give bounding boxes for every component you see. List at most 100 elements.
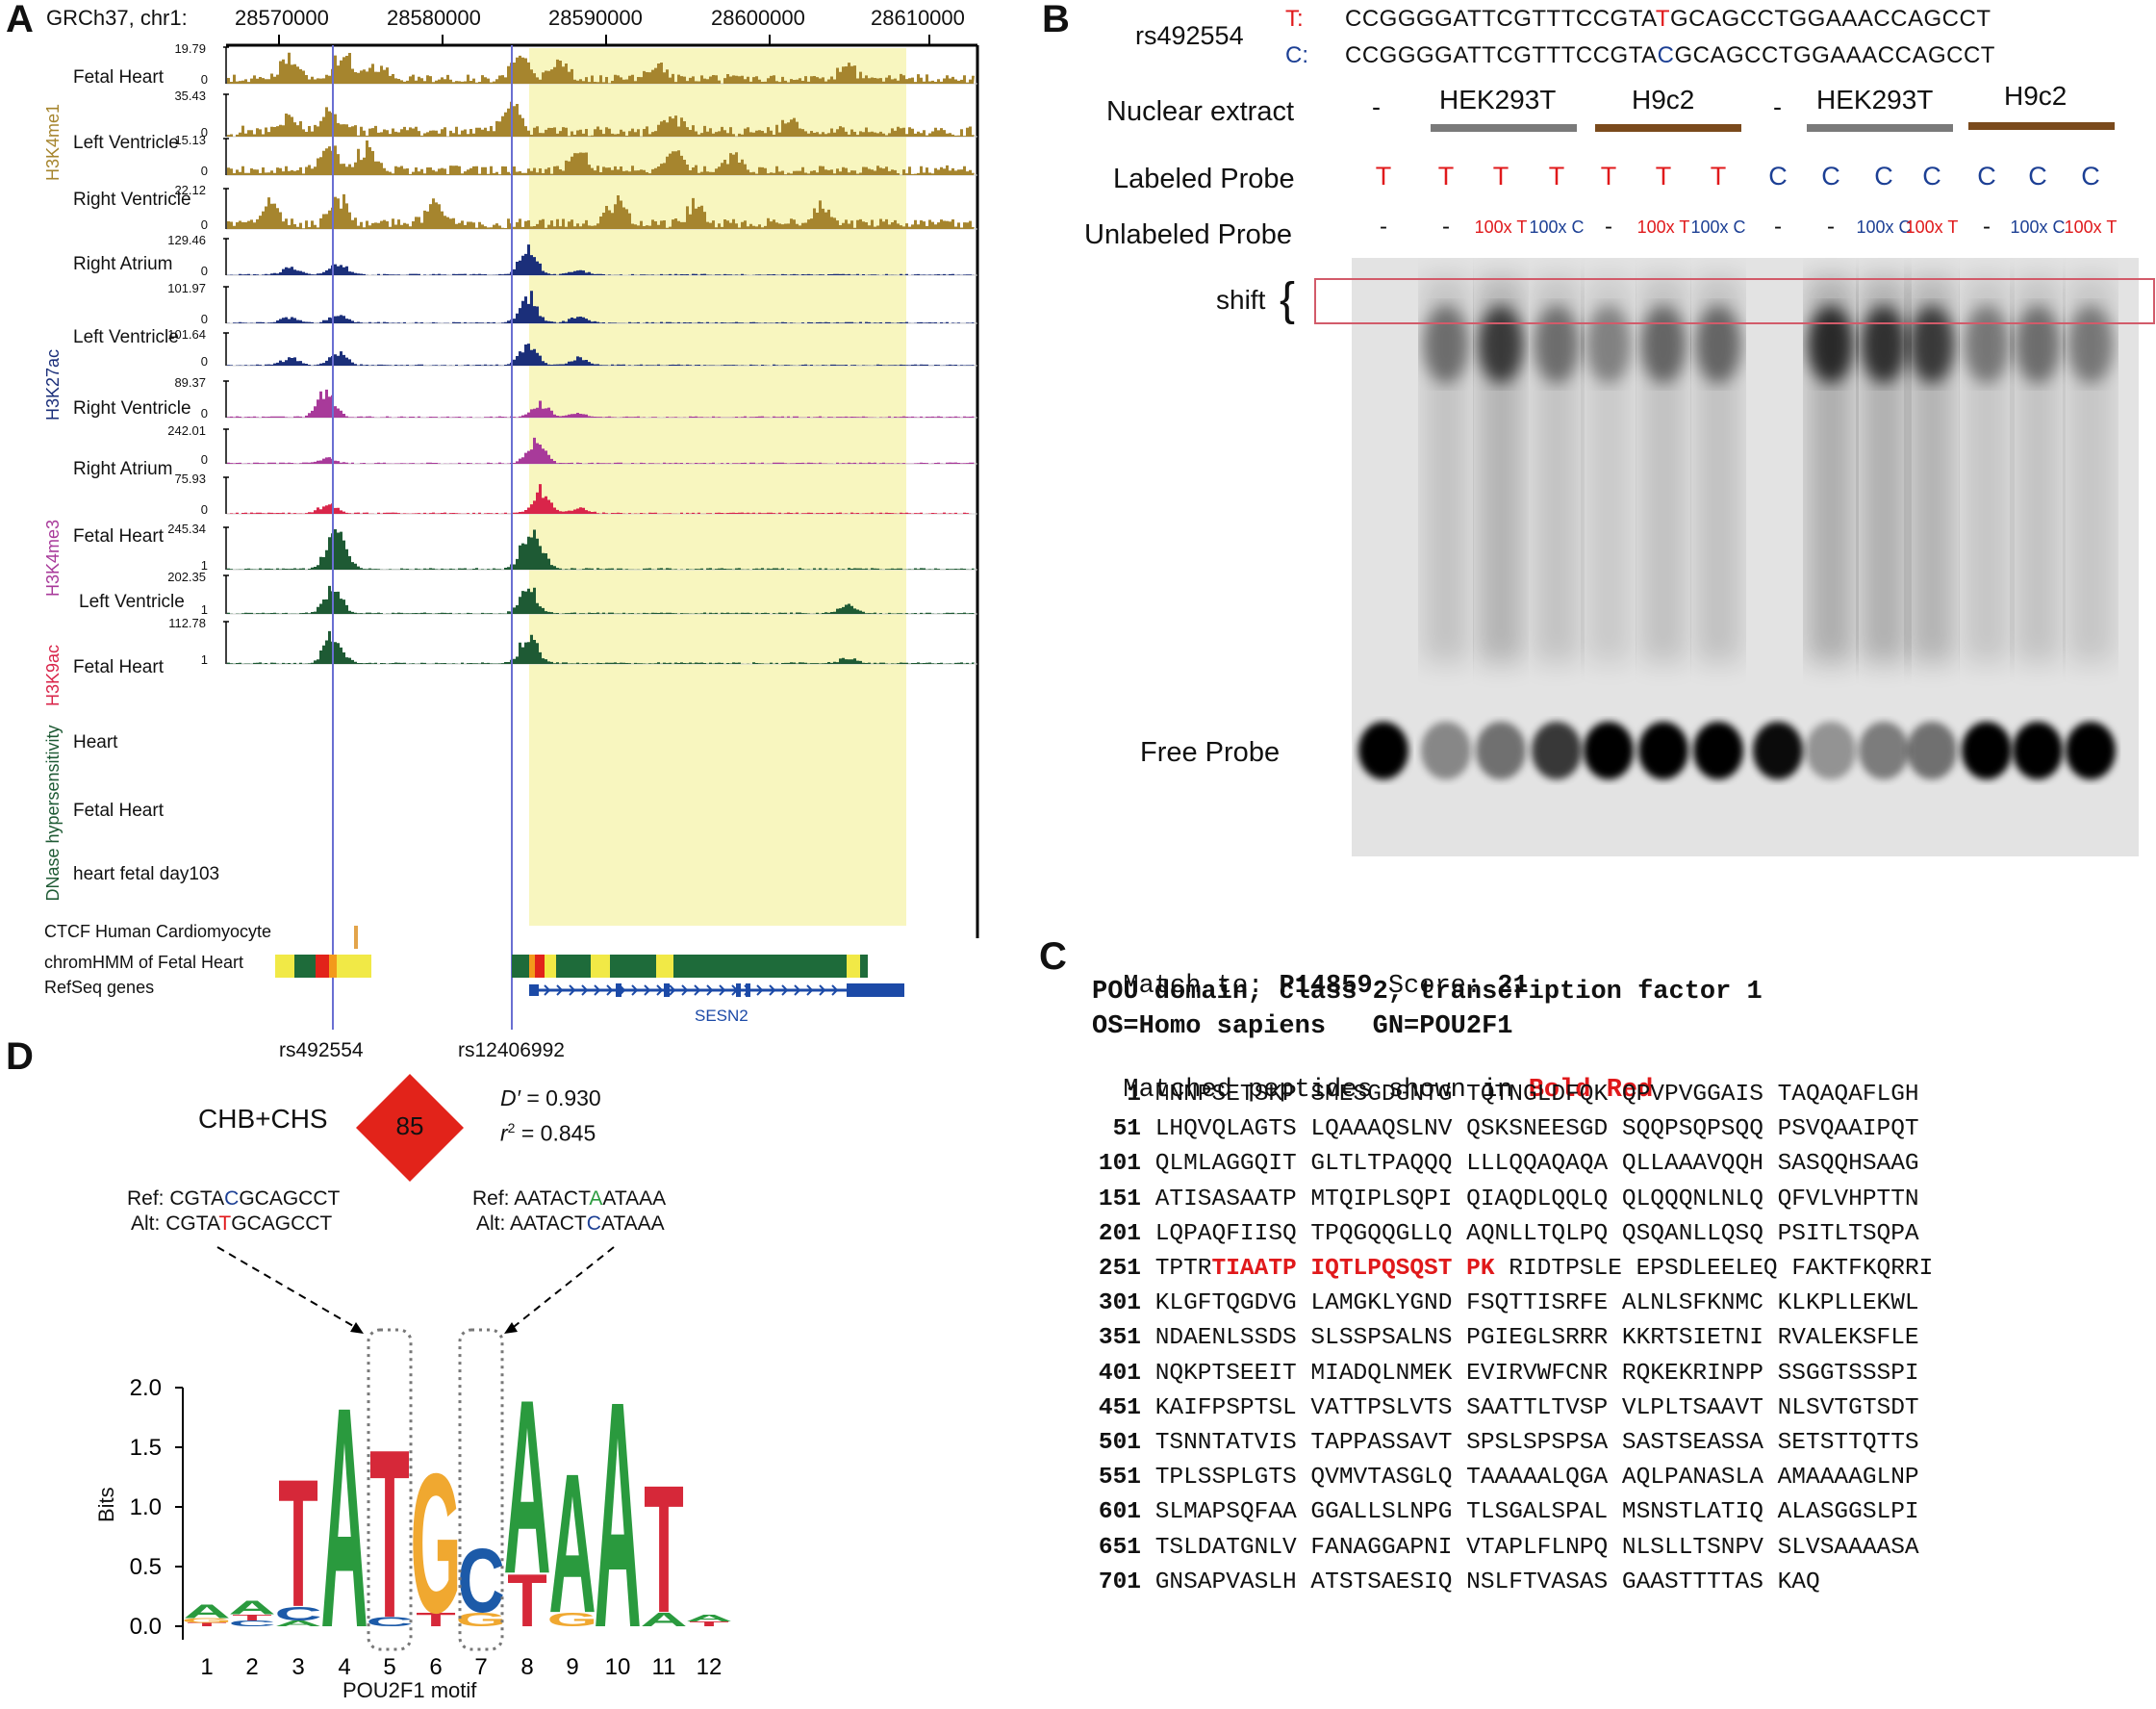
x-tick: 6	[429, 1654, 442, 1680]
track-min: 0	[200, 406, 208, 421]
y-axis-label: Bits	[94, 1487, 118, 1522]
shift-label: shift	[1216, 285, 1266, 315]
unlabeled-probe-3: 100x T	[1474, 217, 1528, 237]
row-label-labeled: Labeled Probe	[1113, 164, 1295, 194]
labeled-probe-10: C	[1874, 162, 1893, 191]
unlabeled-probe-2: -	[1442, 214, 1450, 240]
highlight-pos5	[367, 1328, 413, 1651]
shift-box	[1314, 278, 2155, 324]
sequence-text: GNSAPVASLH ATSTSAESIQ NSLFTVASAS GAASTTT…	[1154, 1569, 1820, 1595]
track-name: Right Atrium	[73, 254, 173, 274]
track-max: 19.79	[174, 41, 206, 56]
logo-letter-A: A	[274, 1619, 321, 1628]
right-ref: Ref: AATACTAATAAA	[472, 1187, 667, 1210]
residue-number: 551	[1098, 1465, 1141, 1492]
track-name: Fetal Heart	[73, 67, 164, 88]
track-13	[223, 621, 977, 665]
residue-number: 201	[1098, 1220, 1141, 1247]
track-name: Fetal Heart	[73, 801, 164, 821]
logo-letter-C: C	[457, 1530, 504, 1632]
unlabeled-probe-13: 100x C	[2010, 217, 2066, 237]
labeled-probe-13: C	[2028, 162, 2047, 191]
track-name: Heart	[73, 732, 118, 752]
ld-value: 85	[395, 1111, 424, 1140]
logo-letter-A: A	[594, 1336, 641, 1696]
logo-letter-T: T	[416, 1608, 456, 1630]
labeled-probe-7: T	[1710, 162, 1727, 191]
track-name: Right Ventricle	[73, 190, 191, 210]
extract-h9c2-2: H9c2	[2004, 81, 2067, 111]
sequence-row: 251 TPTRTIAATP IQTLPQSQST PK RIDTPSLE EP…	[1085, 1256, 1933, 1282]
track-min: 1	[200, 558, 208, 573]
gel-lane-7	[1693, 277, 1743, 779]
gel-lane-3	[1476, 277, 1526, 779]
logo-letter-G: G	[456, 1608, 507, 1630]
population-label: CHB+CHS	[198, 1104, 328, 1134]
x-tick: 7	[474, 1654, 487, 1680]
sequence-hl: TIAATP IQTLPQSQST PK	[1211, 1256, 1495, 1282]
allele-c-label: C:	[1285, 42, 1308, 68]
y-tick: 2.0	[130, 1375, 162, 1401]
logo-letter-T: T	[187, 1621, 227, 1627]
highlight-region	[529, 48, 906, 926]
track-1	[223, 46, 977, 85]
y-tick: 1.0	[130, 1494, 162, 1520]
sequence-row: 151 ATISASAATP MTQIPLSQPI QIAQDLQQLQ QLQ…	[1085, 1186, 1919, 1212]
sequence-text: TPLSSPLGTS QVMVTASGLQ TAAAAALQGA AQLPANA…	[1154, 1465, 1919, 1492]
track-name: Fetal Heart	[73, 657, 164, 677]
track-min: 0	[200, 125, 208, 140]
track-max: 101.97	[167, 281, 206, 295]
free-probe-label: Free Probe	[1140, 737, 1281, 768]
sequence-row: 451 KAIFPSPTSL VATTPSLVTS SAATTLTVSP VLP…	[1085, 1395, 1919, 1421]
residue-number: 401	[1098, 1360, 1141, 1387]
extract-bar-hek2	[1807, 124, 1953, 132]
sequence-row: 701 GNSAPVASLH ATSTSAESIQ NSLFTVASAS GAA…	[1085, 1569, 1820, 1595]
gel-lane-11	[1907, 277, 1957, 779]
labeled-probe-4: T	[1548, 162, 1565, 191]
allele-t-label: T:	[1285, 6, 1304, 32]
track-12	[223, 574, 977, 615]
gel-lane-6	[1638, 277, 1688, 779]
track-min: 0	[200, 502, 208, 517]
track-max: 101.64	[167, 327, 206, 342]
track-2	[223, 93, 977, 138]
logo-letter-A: A	[685, 1613, 732, 1623]
track-max: 112.78	[168, 616, 206, 630]
track-min: 0	[200, 264, 208, 278]
track-max: 129.46	[167, 233, 206, 247]
gene-label: SESN2	[695, 1007, 748, 1025]
shift-brace: {	[1280, 274, 1296, 325]
matched-note: Matched peptides shown in Bold Red	[1123, 1076, 1654, 1105]
sequence-row: 651 TSLDATGNLV FANAGGAPNI VTAPLFLNPQ NLS…	[1085, 1535, 1919, 1561]
ctcf-peak	[354, 926, 358, 949]
x-tick: 10	[605, 1654, 631, 1680]
track-name: Left Ventricle	[73, 133, 179, 153]
track-5	[223, 238, 977, 276]
labeled-probe-1: T	[1375, 162, 1392, 191]
sequence-text: MNNPSETSKP SMESGDGNTG TQTNGLDFQK QPVPVGG…	[1154, 1082, 1919, 1108]
residue-number: 601	[1098, 1499, 1141, 1526]
sequence-row: 401 NQKPTSEEIT MIADQLNMEK EVIRVWFCNR RQK…	[1085, 1361, 1919, 1387]
group-label-h3k9ac: H3K9ac	[43, 644, 63, 707]
residue-number: 101	[1098, 1151, 1141, 1178]
panel-label-d: D	[6, 1035, 34, 1078]
unlabeled-probe-10: 100x C	[1856, 217, 1912, 237]
ruler-tick-1: 28570000	[235, 6, 329, 30]
sequence-post: RIDTPSLE EPSDLEELEQ FAKTFKQRRI	[1509, 1256, 1934, 1282]
gel-lane-13	[2013, 277, 2063, 779]
labeled-probe-9: C	[1821, 162, 1840, 191]
x-tick: 2	[245, 1654, 258, 1680]
probe-seq-t: CCGGGGATTCGTTTCCGTATGCAGCCTGGAAACCAGCCT	[1345, 6, 1991, 32]
emsa-gel	[1352, 258, 2139, 856]
coordinate-label: GRCh37, chr1:	[46, 6, 188, 30]
x-tick: 4	[338, 1654, 350, 1680]
unlabeled-probe-4: 100x C	[1529, 217, 1585, 237]
row-label-unlabeled: Unlabeled Probe	[1084, 219, 1293, 250]
logo-letter-C: C	[228, 1619, 275, 1628]
unlabeled-probe-12: -	[1983, 214, 1991, 240]
track-min: 1	[200, 652, 208, 667]
gel-lane-9	[1806, 277, 1856, 779]
highlight-pos7	[458, 1328, 504, 1651]
extract-hek293t-2: HEK293T	[1816, 85, 1934, 115]
sequence-text: NDAENLSSDS SLSSPSALNS PGIEGLSRRR KKRTSIE…	[1154, 1325, 1919, 1352]
